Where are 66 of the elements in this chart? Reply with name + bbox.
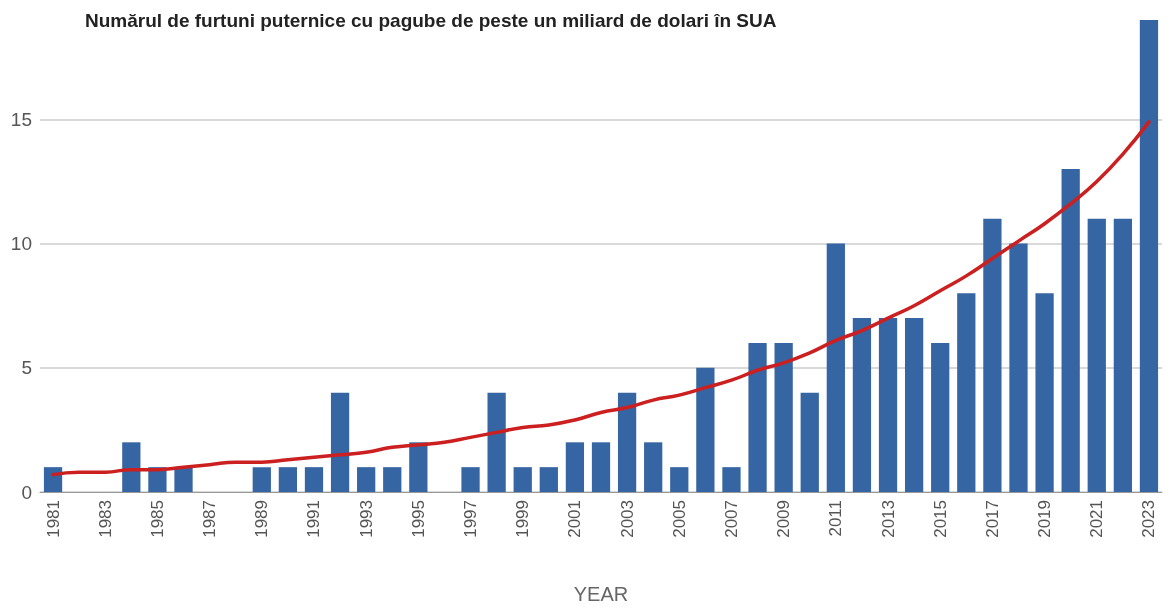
x-tick-label: 1985 [147,500,167,538]
bar [461,467,480,492]
y-tick-label: 5 [21,357,32,379]
bar [565,442,585,492]
bar [1113,218,1132,492]
bar [1061,169,1080,492]
x-tick-label: 2011 [826,500,846,537]
bar [670,467,689,492]
bar [983,218,1002,492]
x-tick-label: 1997 [461,500,481,538]
bar [383,467,402,492]
x-tick-label: 2021 [1087,500,1107,538]
x-tick-label: 2015 [930,500,950,538]
x-tick-label: 2009 [774,500,794,538]
x-tick-label: 1999 [513,500,533,538]
bar [1009,243,1028,492]
x-tick-label: 2005 [669,500,689,538]
bar [330,392,350,492]
x-tick-label: 1987 [200,500,220,538]
bar [800,392,819,492]
y-tick-label: 10 [10,233,32,255]
bar [278,467,298,492]
x-axis-title: YEAR [573,583,629,605]
x-tick-label: 1983 [95,500,115,538]
bar [304,467,324,492]
bar [409,442,428,492]
x-tick-label: 2001 [565,500,585,538]
x-tick-label: 1991 [304,500,324,538]
x-tick-label: 1993 [356,500,376,538]
bar [539,467,558,492]
bar [357,467,376,492]
y-tick-label: 15 [10,108,32,130]
bar [174,467,193,492]
x-tick-label: 1995 [408,500,428,538]
bar [591,442,611,492]
bar [748,342,767,492]
chart-title: Numărul de furtuni puternice cu pagube de peste un miliard de dolari în SUA [85,10,777,31]
bar [487,392,506,492]
bar [852,318,872,492]
x-tick-label: 2019 [1035,500,1055,538]
bar [722,467,741,492]
bar [644,442,663,492]
y-tick-label: 0 [21,481,32,503]
x-tick-label: 2023 [1139,500,1159,538]
bar [957,293,976,492]
bar [617,392,637,492]
bar [826,243,845,492]
x-tick-label: 1981 [43,500,63,538]
bar [696,367,715,492]
bar [904,318,924,492]
bar [1139,20,1159,492]
x-tick-label: 2017 [982,500,1002,538]
bar [122,442,141,492]
bar [774,342,793,492]
line-series [51,120,1151,477]
x-tick-label: 1989 [252,500,272,538]
bar [1035,293,1054,492]
bar [878,318,898,492]
bar [43,467,63,492]
x-tick-label: 2007 [721,500,741,538]
bar [931,342,950,492]
x-tick-label: 2003 [617,500,637,538]
bar [252,467,271,492]
bar [1087,218,1106,492]
bar [513,467,532,492]
x-tick-label: 2013 [878,500,898,538]
